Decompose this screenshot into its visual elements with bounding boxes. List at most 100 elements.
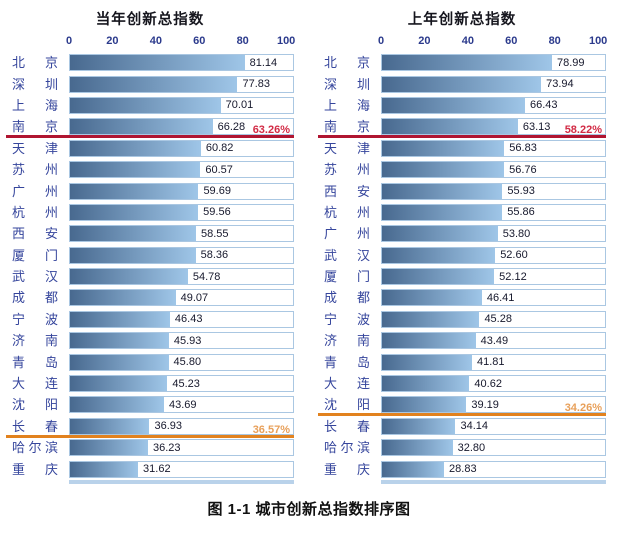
- bar-row: 哈尔滨 36.23: [6, 437, 294, 458]
- value-label: 55.86: [507, 206, 535, 219]
- bar-row: 武汉 52.60: [318, 245, 606, 266]
- category-label: 成都: [324, 290, 370, 306]
- bar-row: 北京 78.99: [318, 52, 606, 73]
- bar-row: 广州 59.69: [6, 180, 294, 201]
- bar-row: 重庆 31.62: [6, 458, 294, 479]
- bar: [382, 333, 476, 349]
- bar: [382, 97, 525, 113]
- category-label: 南京: [324, 119, 370, 135]
- bar-row: 青岛 45.80: [6, 351, 294, 372]
- value-label: 66.28: [217, 120, 246, 133]
- bar: [70, 247, 196, 263]
- bar-row: 苏州 60.57: [6, 159, 294, 180]
- category-label: 宁波: [324, 311, 370, 327]
- bar: [70, 269, 188, 285]
- value-label: 52.12: [499, 270, 527, 283]
- bar-row: 重庆 28.83: [318, 458, 606, 479]
- bar: [382, 269, 495, 285]
- bar: [70, 397, 165, 413]
- bar-track: 31.62: [69, 460, 294, 478]
- bar-track: 55.93: [381, 182, 606, 200]
- bar-track: 28.83: [381, 460, 606, 478]
- bar-track: 34.14: [381, 417, 606, 435]
- threshold-label: 63.26%: [252, 124, 290, 137]
- bar-row: 宁波 46.43: [6, 309, 294, 330]
- bar-row: 深圳 73.94: [318, 73, 606, 94]
- bar-track: 36.23: [69, 439, 294, 457]
- value-label: 45.93: [173, 334, 202, 347]
- category-label: 厦门: [12, 247, 58, 263]
- bar-track: 58.36: [69, 246, 294, 264]
- bar-track: 49.07: [69, 289, 294, 307]
- bar-row: 成都 46.41: [318, 287, 606, 308]
- threshold-label: 36.57%: [252, 423, 290, 436]
- value-label: 45.23: [172, 377, 200, 390]
- bar-row: 成都 49.07: [6, 287, 294, 308]
- category-label: 苏州: [12, 162, 58, 178]
- category-label: 杭州: [324, 204, 370, 220]
- bar: [70, 183, 199, 199]
- threshold-line-orange: 36.57%: [6, 424, 294, 438]
- category-label: 重庆: [324, 461, 370, 477]
- bar-track: 59.69: [69, 182, 294, 200]
- bar-track: 66.28: [69, 118, 294, 136]
- axis-tick: 40: [149, 35, 162, 47]
- bar: [70, 311, 170, 327]
- bar-track: 52.60: [381, 246, 606, 264]
- bar-row: 天津 56.83: [318, 138, 606, 159]
- value-label: 32.80: [457, 441, 486, 454]
- bar: [70, 440, 148, 456]
- category-label: 西安: [12, 226, 58, 242]
- category-label: 成都: [12, 290, 58, 306]
- bar-row: 济南 45.93: [6, 330, 294, 351]
- category-label: 长春: [12, 418, 58, 434]
- axis-tick: 0: [65, 35, 73, 47]
- bar-row: 厦门 52.12: [318, 266, 606, 287]
- bar: [382, 397, 467, 413]
- bar-row: 济南 43.49: [318, 330, 606, 351]
- category-label: 济南: [324, 333, 370, 349]
- value-label: 36.23: [152, 441, 181, 454]
- threshold-line-red: 63.26%: [6, 124, 294, 139]
- bar-track: 39.19: [381, 396, 606, 414]
- category-label: 广州: [12, 183, 58, 199]
- charts-row: 当年创新总指数 0 20 40 60 80 100 北京 81.14 深圳 77.83 上海 70.…: [0, 6, 618, 484]
- category-label: 天津: [324, 140, 370, 156]
- value-label: 77.83: [242, 78, 271, 91]
- bar-row: 厦门 58.36: [6, 245, 294, 266]
- bar: [70, 461, 139, 477]
- value-label: 52.60: [500, 249, 528, 262]
- threshold-line-red: 58.22%: [318, 124, 606, 139]
- category-label: 长春: [324, 418, 370, 434]
- bar-row: 西安 55.93: [318, 180, 606, 201]
- bar-row: 青岛 41.81: [318, 351, 606, 372]
- category-label: 南京: [12, 119, 58, 135]
- axis-floor-strip: [381, 480, 606, 484]
- bar: [382, 76, 542, 92]
- axis-tick: 100: [588, 35, 608, 47]
- bar: [70, 204, 199, 220]
- bar: [382, 376, 470, 392]
- value-label: 66.43: [529, 99, 558, 112]
- axis-tick: 80: [548, 35, 561, 47]
- bar: [382, 290, 482, 306]
- plot-area: 北京 78.99 深圳 73.94 上海 66.43 南京 63.13 天津 56.83 苏州 56.…: [318, 52, 606, 480]
- bar-track: 46.41: [381, 289, 606, 307]
- value-label: 34.14: [460, 420, 488, 433]
- axis-tick: 60: [505, 35, 518, 47]
- x-axis: 0 20 40 60 80 100: [378, 35, 608, 52]
- value-label: 43.69: [169, 398, 197, 411]
- threshold-label: 34.26%: [564, 402, 602, 415]
- bar-row: 深圳 77.83: [6, 73, 294, 94]
- category-label: 深圳: [324, 76, 370, 92]
- bar: [70, 333, 169, 349]
- bar-track: 43.69: [69, 396, 294, 414]
- bar: [70, 354, 169, 370]
- category-label: 北京: [12, 55, 58, 71]
- bar: [382, 183, 503, 199]
- axis-tick: 80: [236, 35, 249, 47]
- category-label: 武汉: [12, 269, 58, 285]
- bar-track: 55.86: [381, 203, 606, 221]
- bar-row: 杭州 55.86: [318, 202, 606, 223]
